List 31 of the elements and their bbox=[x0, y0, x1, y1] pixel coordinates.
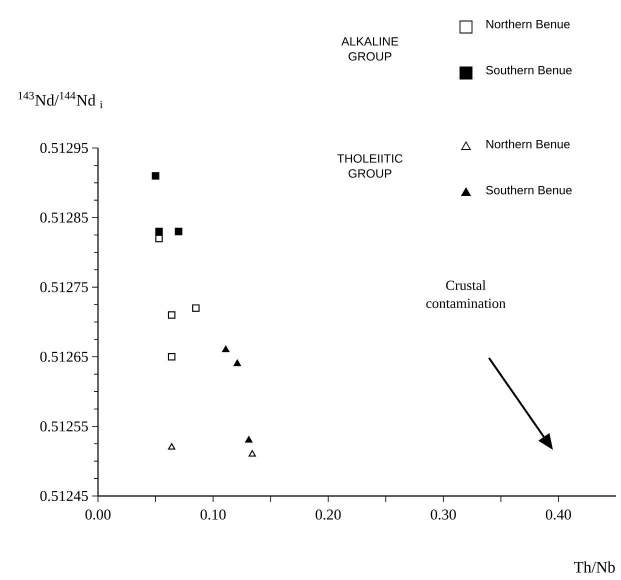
point bbox=[168, 353, 176, 361]
legend-label: Southern Benue bbox=[486, 186, 572, 194]
legend-label: Northern Benue bbox=[486, 140, 570, 148]
annotation: Crustal contamination bbox=[426, 280, 506, 308]
y-tick-label: 0.51285 bbox=[40, 212, 88, 223]
legend-label: Southern Benue bbox=[486, 66, 572, 74]
legend-label: Northern Benue bbox=[486, 20, 570, 28]
point bbox=[168, 443, 176, 450]
y-tick-label: 0.51255 bbox=[40, 421, 88, 432]
y-axis-title: $^{143}$Nd/$^{144}$Nd $_{i}$ bbox=[18, 92, 103, 108]
point bbox=[192, 304, 200, 312]
y-tick-label: 0.51295 bbox=[40, 142, 88, 154]
point bbox=[234, 360, 241, 366]
point bbox=[155, 228, 163, 236]
text: ALKALINE GROUP bbox=[341, 37, 398, 61]
point bbox=[174, 228, 182, 236]
point bbox=[168, 311, 176, 319]
point bbox=[245, 436, 252, 443]
point bbox=[152, 172, 160, 180]
x-tick-label: 0.00 bbox=[85, 509, 111, 520]
x-tick-label: 0.30 bbox=[430, 509, 456, 520]
y-tick-label: 0.51275 bbox=[40, 282, 88, 292]
x-axis-title: Th/Nb bbox=[574, 561, 615, 573]
point bbox=[248, 450, 256, 457]
point bbox=[222, 346, 230, 352]
annotation: THOLEIITIC GROUP bbox=[337, 154, 403, 178]
x-tick-label: 0.40 bbox=[546, 509, 571, 520]
y-tick-label: 0.51245 bbox=[40, 490, 88, 502]
x-tick-label: 0.20 bbox=[316, 509, 341, 520]
x-tick-label: 0.10 bbox=[200, 509, 226, 520]
y-tick-label: 0.51265 bbox=[40, 352, 88, 362]
